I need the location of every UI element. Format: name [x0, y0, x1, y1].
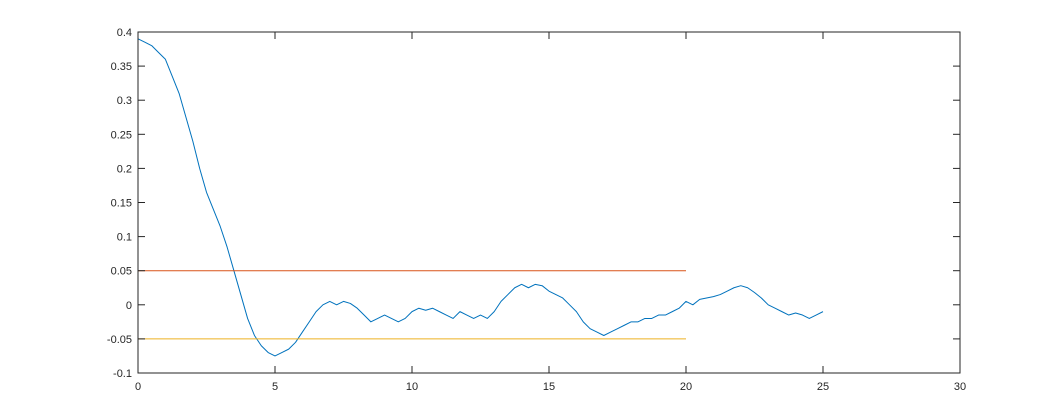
y-tick-label: 0.15 — [111, 198, 132, 210]
series-layer — [137, 38, 824, 357]
x-tick-label: 20 — [680, 381, 692, 393]
y-tick-label: 0.1 — [117, 232, 132, 244]
y-tick-label: 0 — [126, 300, 132, 312]
y-tick-label: 0.35 — [111, 61, 132, 73]
y-tick-label: 0.4 — [117, 27, 132, 39]
x-tick-label: 25 — [817, 381, 829, 393]
x-tick-label: 5 — [272, 381, 278, 393]
y-tick-label: 0.25 — [111, 129, 132, 141]
y-tick-label: -0.1 — [113, 368, 132, 380]
x-tick-label: 0 — [135, 381, 141, 393]
x-tick-label: 15 — [543, 381, 555, 393]
y-tick-label: -0.05 — [107, 334, 132, 346]
series-line-1 — [137, 38, 824, 357]
y-tick-label: 0.3 — [117, 95, 132, 107]
y-tick-label: 0.2 — [117, 163, 132, 175]
tick-layer: 0 5 10 15 20 25 30 -0.1 -0.05 0 0.05 0.1 0.15 0.2 0.25… — [107, 27, 966, 393]
x-tick-label: 10 — [406, 381, 418, 393]
x-tick-label: 30 — [954, 381, 966, 393]
y-tick-label: 0.05 — [111, 266, 132, 278]
